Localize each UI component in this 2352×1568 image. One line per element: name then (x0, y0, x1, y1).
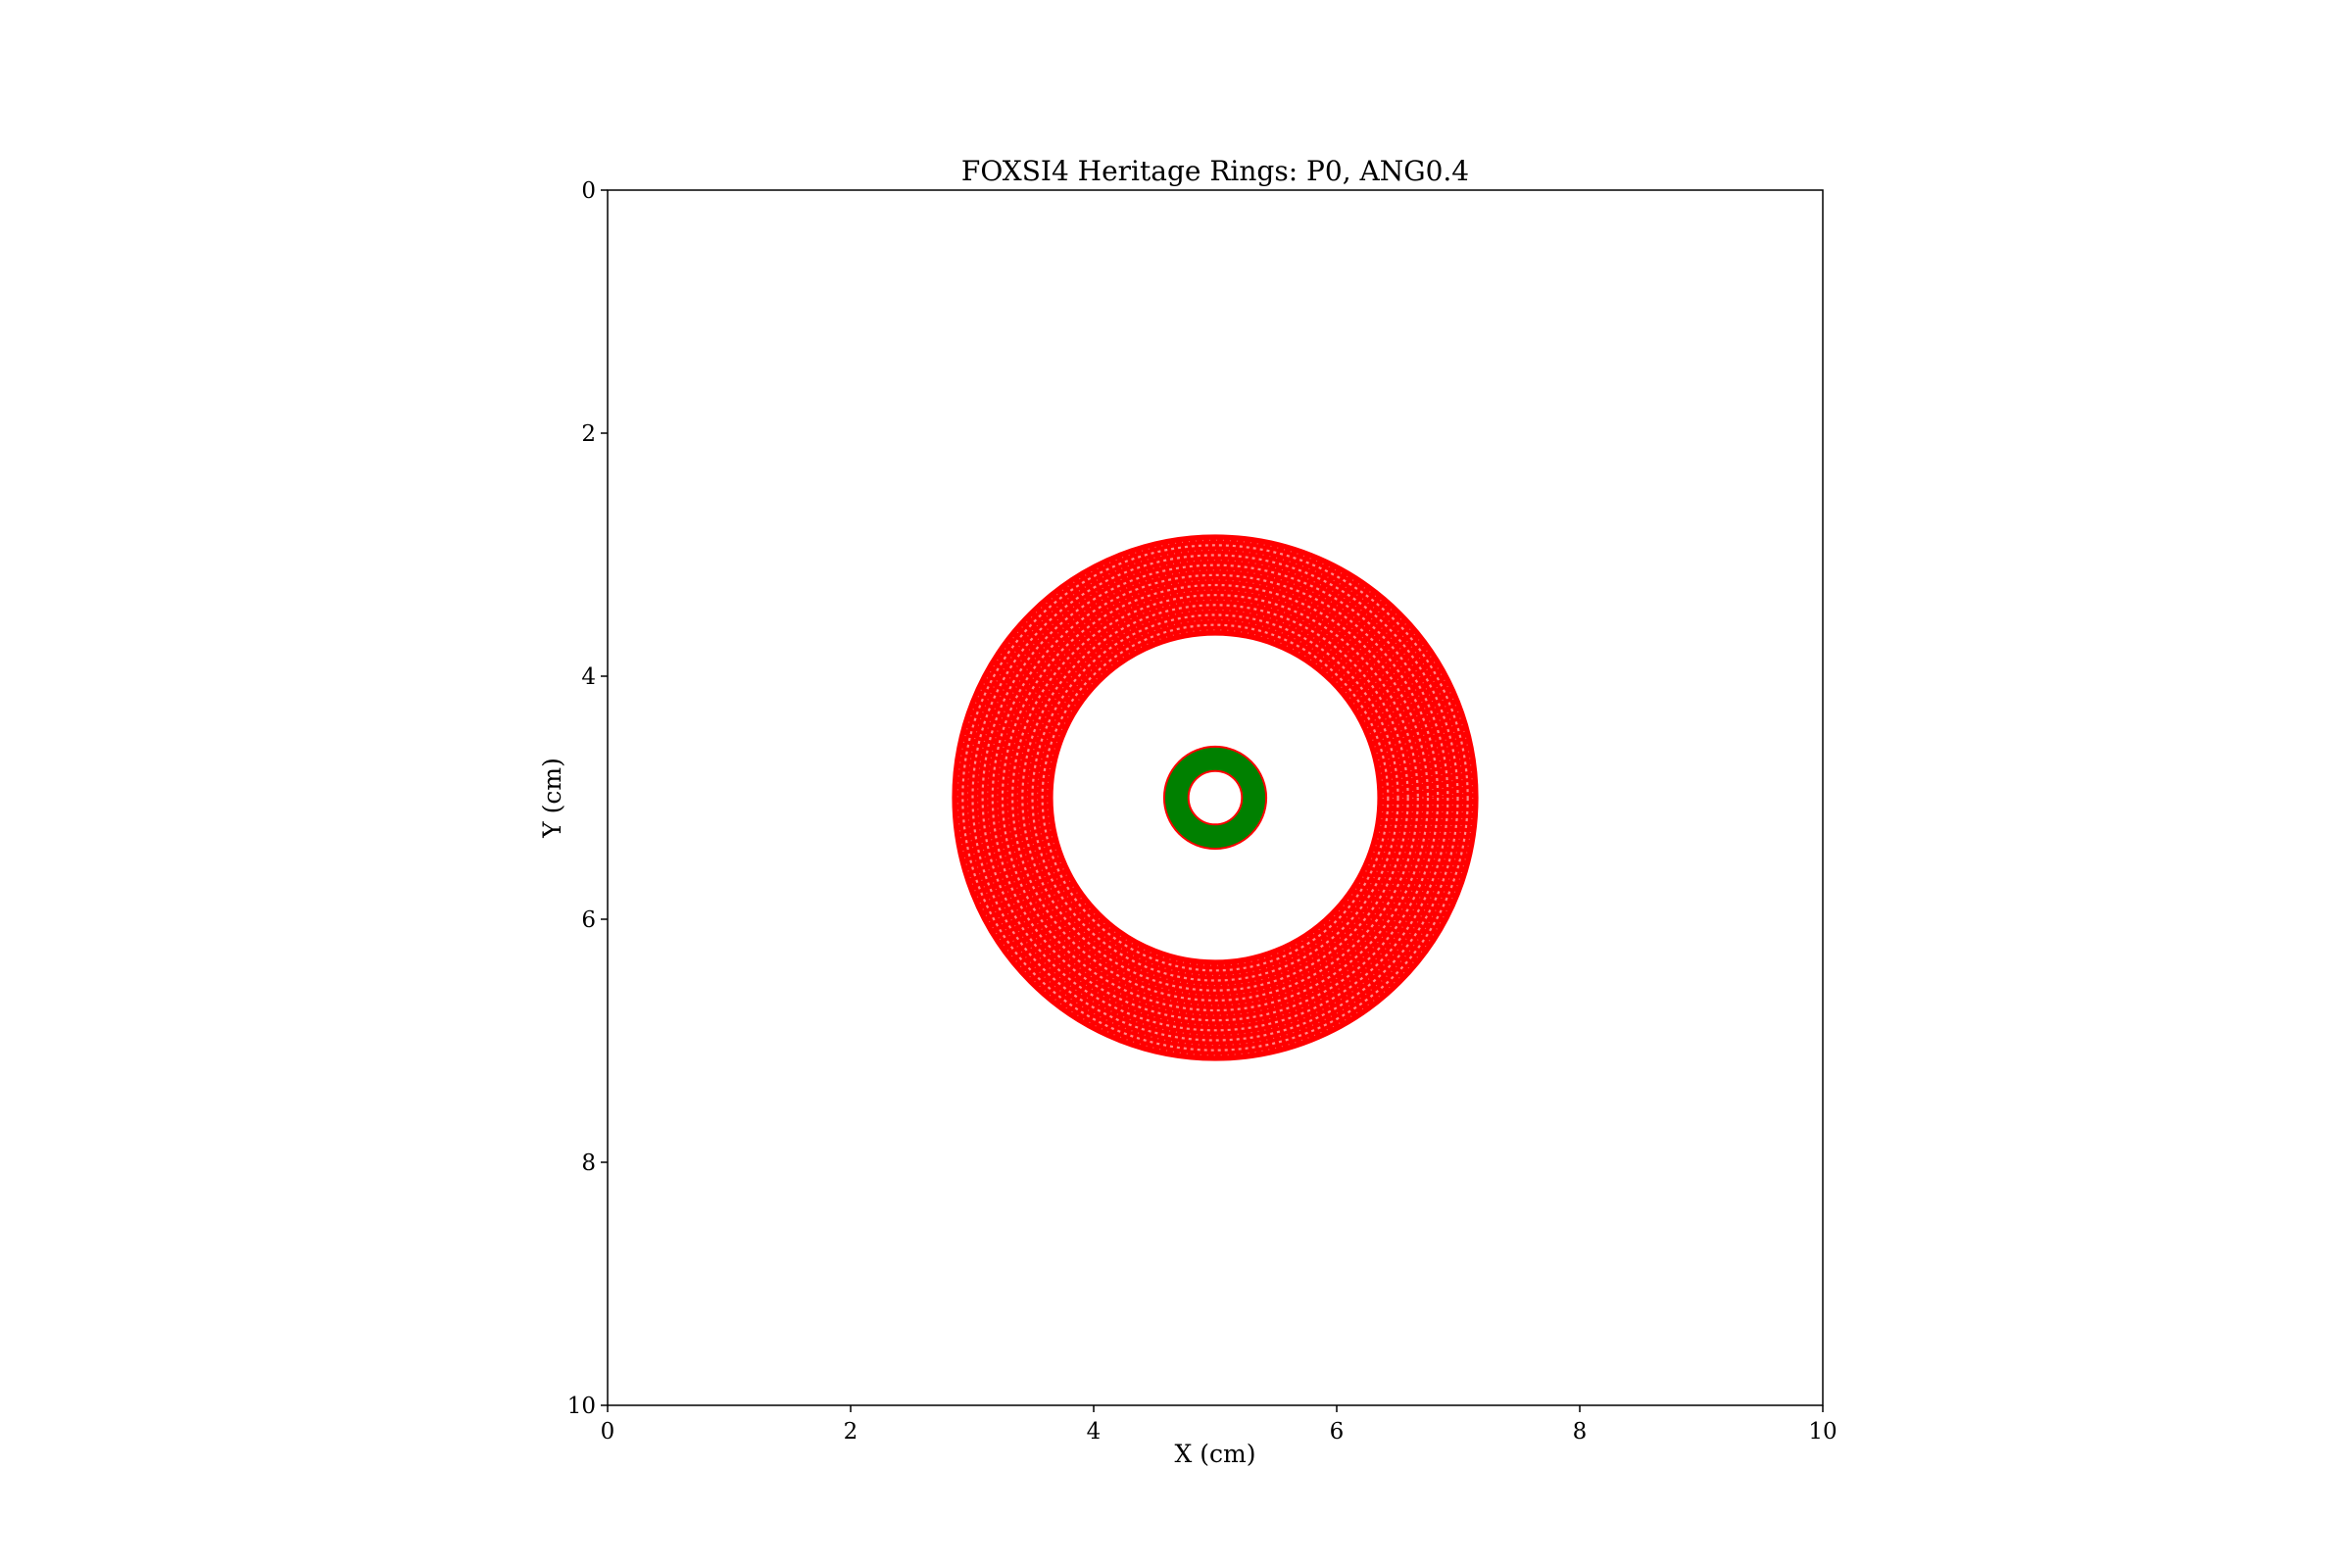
y-tick-label: 0 (581, 178, 596, 204)
shell-texture (1036, 618, 1395, 977)
y-tick-label: 6 (581, 907, 596, 933)
shell-gap (961, 544, 1469, 1052)
shell-gap (1031, 613, 1399, 982)
shell-outer-edge (952, 534, 1479, 1061)
outer-shell-rings (952, 534, 1479, 1061)
y-tick-label: 4 (581, 664, 596, 690)
y-axis-label: Y (cm) (538, 758, 566, 839)
shell-gap (1001, 583, 1430, 1012)
x-axis-label: X (cm) (1175, 1440, 1256, 1468)
shell-texture (987, 569, 1444, 1026)
y-tick-label: 2 (581, 421, 596, 447)
shell-texture (966, 549, 1464, 1047)
chart-title: FOXSI4 Heritage Rings: P0, ANG0.4 (961, 155, 1469, 187)
x-tick-label: 8 (1573, 1419, 1588, 1445)
shell-gap (991, 573, 1440, 1022)
inner-heritage-ring (1162, 745, 1268, 851)
shell-gap (1041, 623, 1390, 972)
shell-gap (981, 564, 1449, 1032)
shell-texture (997, 579, 1434, 1016)
shell-gap (1011, 594, 1419, 1002)
shell-texture (976, 559, 1454, 1037)
heritage-outer-edge (1162, 745, 1268, 851)
x-tick-label: 4 (1087, 1419, 1102, 1445)
x-tick-label: 10 (1808, 1419, 1837, 1445)
shell-gap (1021, 604, 1409, 992)
shell-texture (1016, 599, 1414, 997)
x-tick-label: 0 (601, 1419, 615, 1445)
y-tick-label: 8 (581, 1151, 596, 1176)
plot-area-frame (607, 189, 1824, 1406)
heritage-inner-edge (1187, 769, 1244, 826)
shell-texture (1006, 589, 1424, 1006)
shell-gap (971, 554, 1459, 1042)
heritage-band (1163, 746, 1267, 850)
y-tick-label: 10 (567, 1394, 596, 1419)
shell-texture (1047, 629, 1384, 966)
shell-inner-edge (1052, 634, 1379, 961)
x-tick-label: 6 (1330, 1419, 1345, 1445)
rings-layer (952, 534, 1479, 1061)
x-tick-label: 2 (844, 1419, 858, 1445)
